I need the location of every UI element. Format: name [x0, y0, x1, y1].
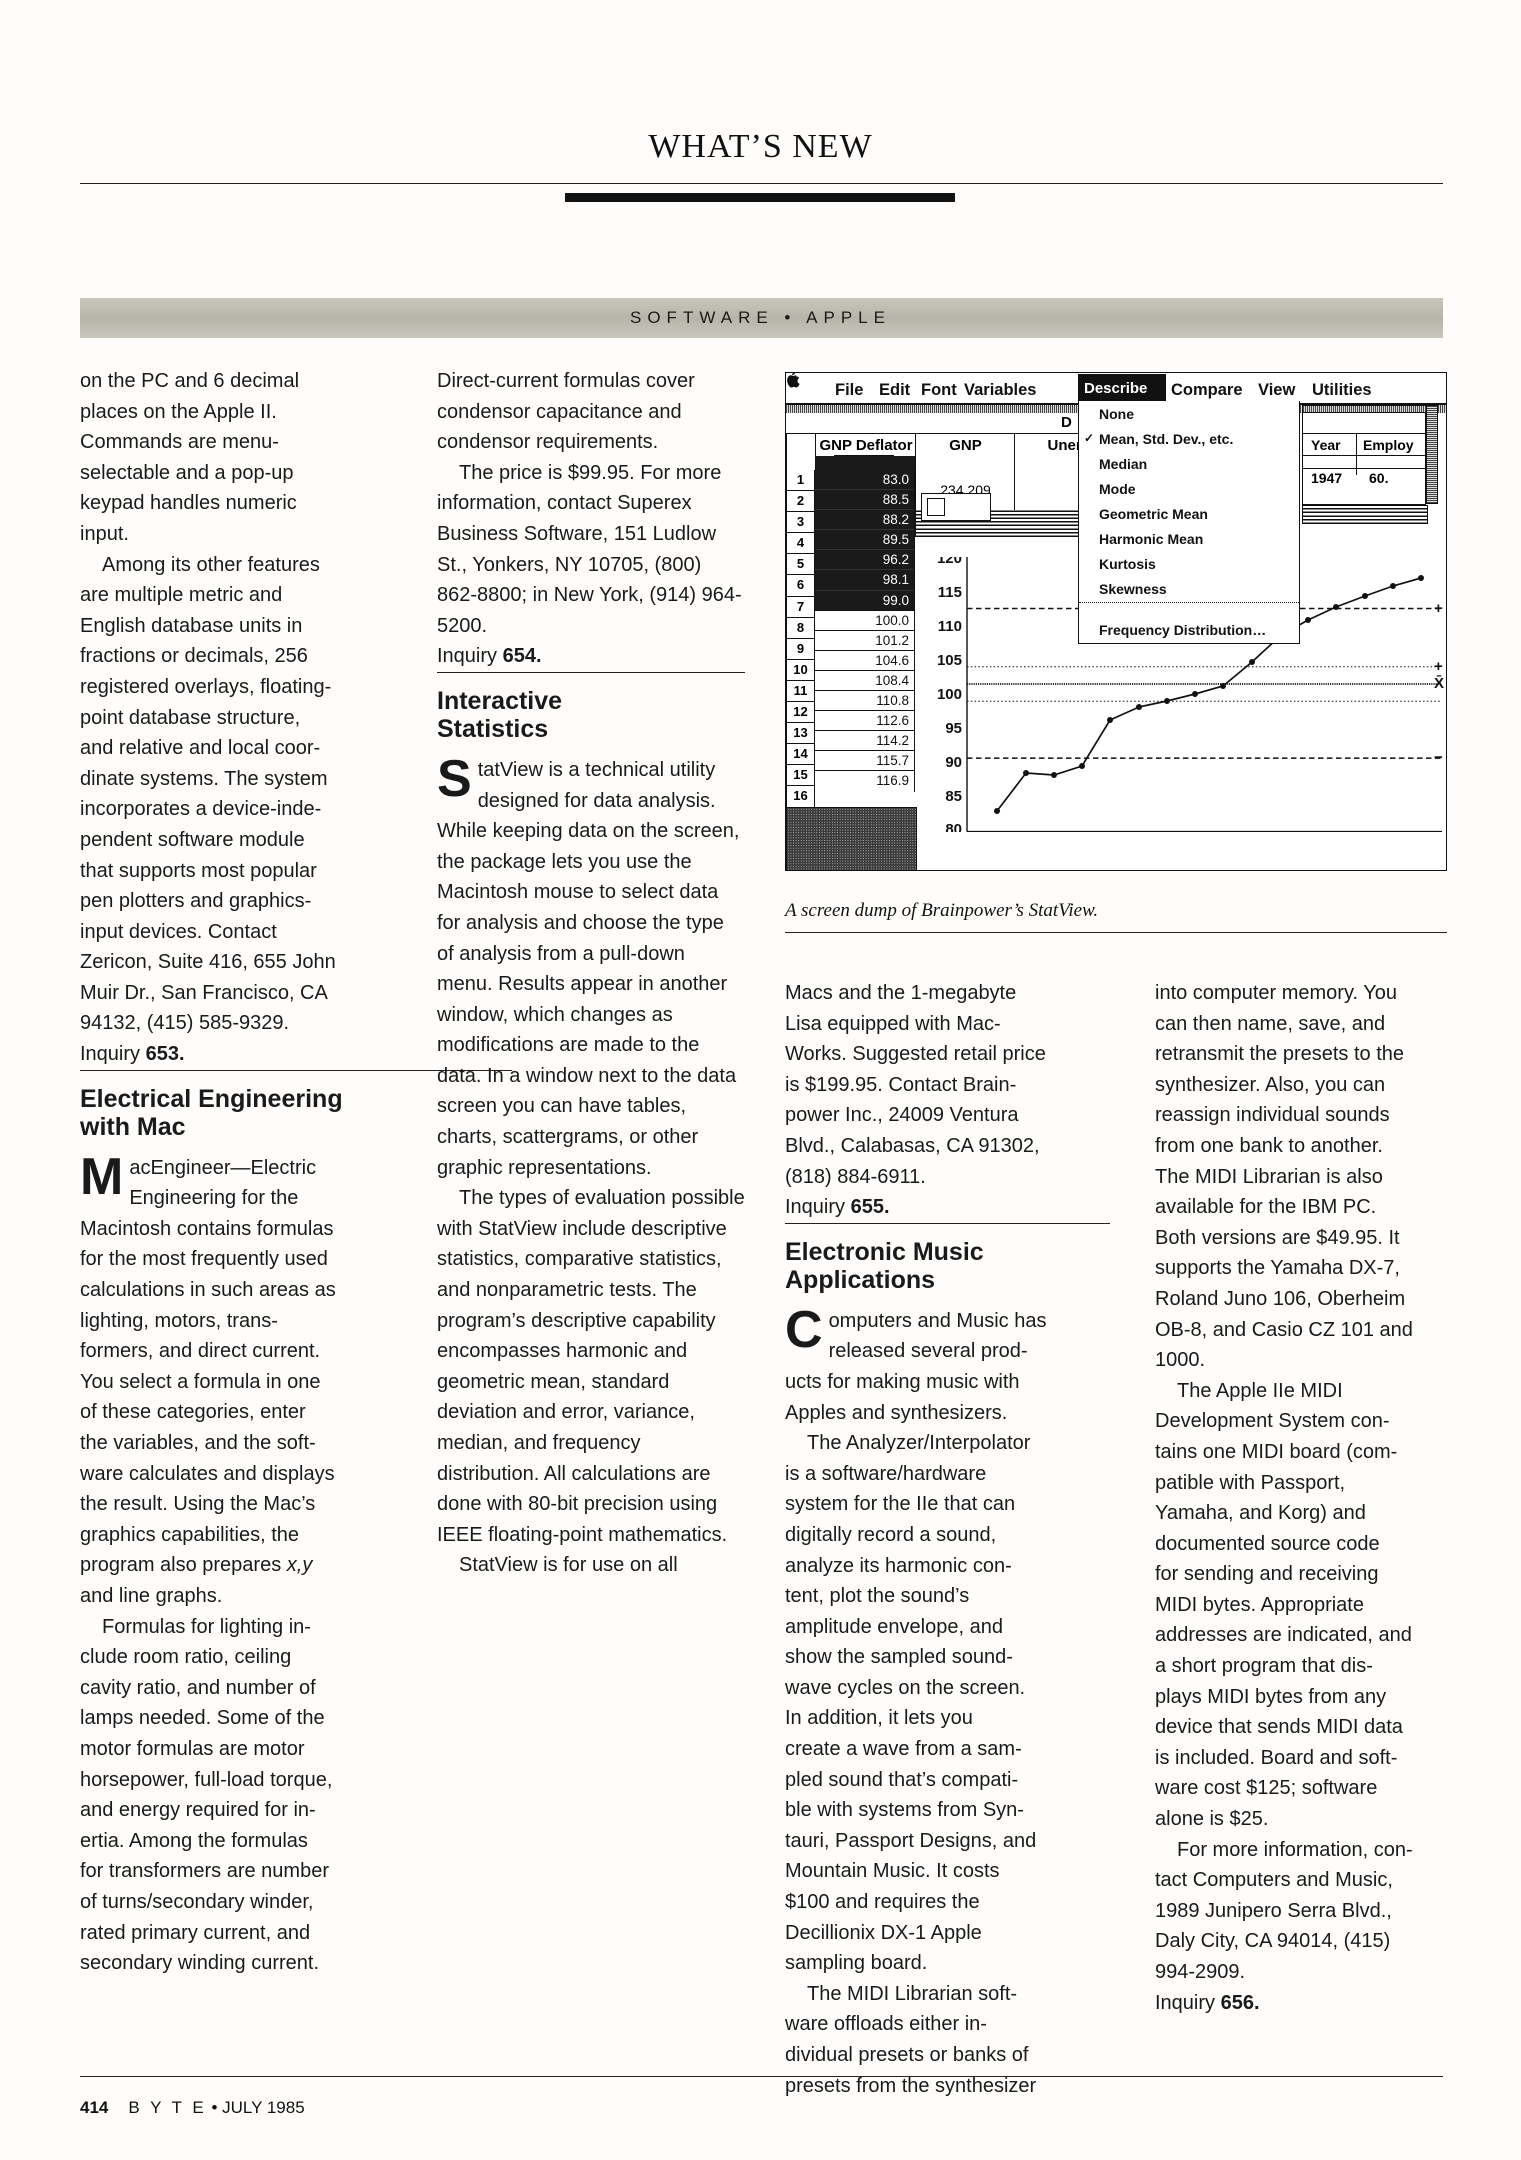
svg-text:85: 85 [945, 788, 962, 805]
svg-text:+: + [1434, 600, 1443, 617]
svg-text:−: − [1434, 749, 1443, 766]
svg-text:80: 80 [945, 821, 962, 832]
svg-text:105: 105 [937, 652, 962, 669]
svg-text:120: 120 [937, 557, 962, 567]
svg-text:110: 110 [938, 618, 962, 635]
svg-text:100: 100 [937, 686, 962, 703]
svg-text:X̄: X̄ [1434, 674, 1444, 692]
svg-text:95: 95 [945, 720, 962, 737]
svg-text:90: 90 [945, 754, 962, 771]
svg-text:115: 115 [938, 584, 962, 601]
svg-text:+: + [1434, 658, 1443, 675]
